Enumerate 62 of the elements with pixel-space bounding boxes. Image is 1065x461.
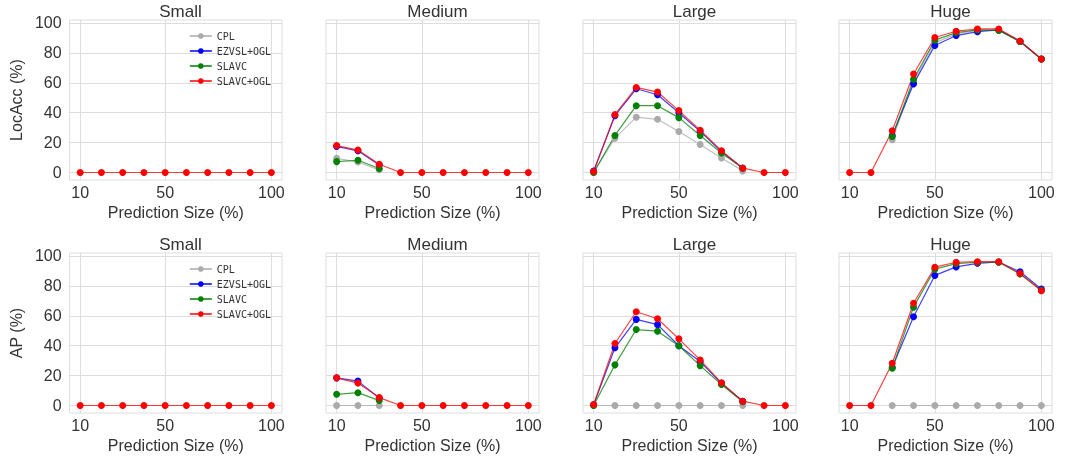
y-tick-label: 60: [43, 74, 62, 92]
x-axis-title: Prediction Size (%): [364, 204, 501, 222]
chart-title: Huge: [930, 235, 971, 254]
x-tick-label: 50: [412, 183, 431, 201]
x-axis-title: Prediction Size (%): [621, 437, 758, 455]
legend-label: EZVSL+OGL: [216, 278, 271, 290]
x-tick-label: 100: [258, 183, 285, 201]
x-axis-title: Prediction Size (%): [107, 437, 244, 455]
x-tick-label: 100: [772, 416, 799, 434]
x-axis-title: Prediction Size (%): [364, 437, 501, 455]
x-tick-label: 50: [925, 183, 944, 201]
x-axis-title: Prediction Size (%): [107, 204, 244, 222]
x-tick-label: 50: [669, 416, 688, 434]
y-tick-label: 40: [43, 337, 62, 355]
chart-title: Huge: [930, 2, 971, 21]
x-tick-label: 100: [258, 416, 285, 434]
y-tick-label: 80: [43, 277, 62, 295]
legend-label: SLAVC+OGL: [216, 75, 271, 87]
x-tick-label: 10: [327, 416, 346, 434]
x-tick-label: 10: [840, 416, 859, 434]
chart-title: Large: [672, 2, 717, 21]
x-tick-label: 100: [515, 416, 542, 434]
y-tick-label: 80: [43, 44, 62, 62]
x-axis-title: Prediction Size (%): [621, 204, 758, 222]
x-tick-label: 50: [156, 183, 175, 201]
legend-label: EZVSL+OGL: [216, 45, 271, 57]
y-tick-label: 20: [43, 367, 62, 385]
y-tick-label: 20: [43, 134, 62, 152]
chart-title: Medium: [407, 2, 468, 21]
x-tick-label: 100: [515, 183, 542, 201]
x-axis-title: Prediction Size (%): [877, 437, 1014, 455]
x-tick-label: 50: [412, 416, 431, 434]
chart-title: Small: [159, 2, 202, 21]
x-tick-label: 50: [156, 416, 175, 434]
x-tick-label: 100: [1028, 183, 1055, 201]
legend-label: SLAVC: [216, 293, 247, 305]
x-tick-label: 50: [925, 416, 944, 434]
y-tick-label: 100: [34, 247, 62, 265]
chart-title: Large: [672, 235, 717, 254]
chart-title: Medium: [407, 235, 468, 254]
y-tick-label: 0: [52, 397, 62, 415]
x-tick-label: 10: [71, 183, 90, 201]
x-axis-title: Prediction Size (%): [877, 204, 1014, 222]
y-tick-label: 60: [43, 307, 62, 325]
x-tick-label: 10: [840, 183, 859, 201]
x-tick-label: 10: [71, 416, 90, 434]
legend-label: CPL: [216, 30, 235, 42]
x-tick-label: 100: [1028, 416, 1055, 434]
y-tick-label: 0: [52, 164, 62, 182]
y-axis-title: LocAcc (%): [7, 59, 25, 141]
y-tick-label: 40: [43, 104, 62, 122]
x-tick-label: 10: [584, 416, 603, 434]
x-tick-label: 50: [669, 183, 688, 201]
legend-label: CPL: [216, 263, 235, 275]
x-tick-label: 100: [772, 183, 799, 201]
y-tick-label: 100: [34, 14, 62, 32]
legend-label: SLAVC+OGL: [216, 308, 271, 320]
legend-label: SLAVC: [216, 60, 247, 72]
y-axis-title: AP (%): [7, 307, 25, 359]
x-tick-label: 10: [584, 183, 603, 201]
chart-title: Small: [159, 235, 202, 254]
x-tick-label: 10: [327, 183, 346, 201]
